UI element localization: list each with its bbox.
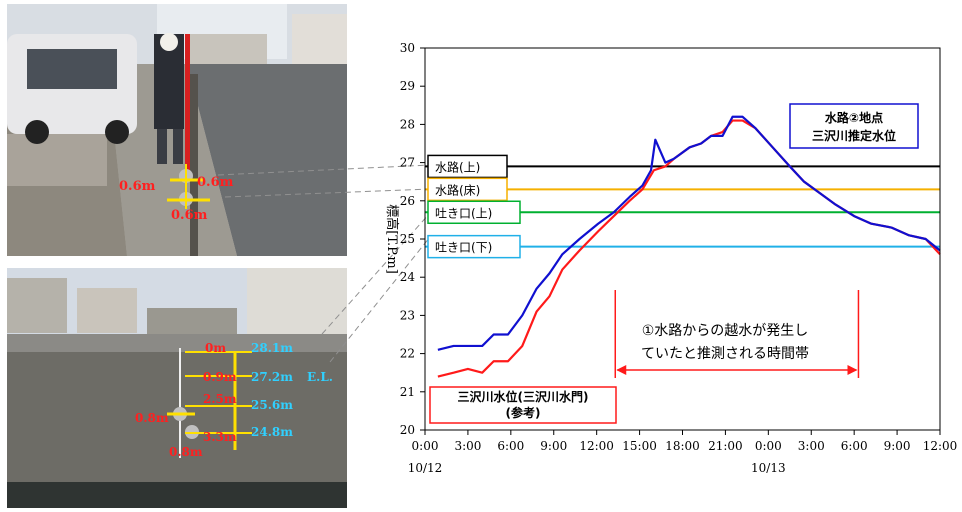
photo-bottom-label-0-9: 0.9m [203, 370, 237, 384]
y-tick-label: 28 [400, 117, 415, 131]
photo-bottom-label-25-6: 25.6m [251, 398, 293, 412]
reference-label-box [427, 154, 508, 179]
photo-waterway-drawing: 0.6m 0.6m 0.6m [7, 4, 347, 256]
y-tick-label: 24 [400, 270, 416, 284]
y-tick-label: 26 [400, 194, 415, 208]
reference-label: 水路(上) [435, 159, 480, 174]
x-tick-label: 3:00 [798, 439, 825, 453]
connector-line [321, 212, 431, 335]
photo-river-drawing: 0m 28.1m 0.9m 27.2m E.L. 2.5m 25.6m 0.8m… [7, 268, 347, 508]
x-tick-label: 18:00 [665, 439, 700, 453]
photo-river-wall: 0m 28.1m 0.9m 27.2m E.L. 2.5m 25.6m 0.8m… [7, 268, 347, 508]
y-tick-label: 30 [400, 41, 415, 55]
legend-blue-line2: 三沢川推定水位 [812, 128, 896, 143]
reference-label: 吐き口(上) [435, 206, 492, 220]
x-tick-label: 21:00 [708, 439, 743, 453]
photo-bottom-label-24-8: 24.8m [251, 425, 293, 439]
legend-red-line2: (参考) [506, 405, 541, 420]
y-tick-label: 29 [400, 79, 415, 93]
photo-bottom-label-2-5: 2.5m [203, 392, 237, 406]
reference-label-box [427, 177, 508, 202]
x-tick-label: 0:00 [412, 439, 439, 453]
series-line [437, 115, 941, 351]
date-label-1013: 10/13 [751, 461, 786, 475]
x-tick-label: 12:00 [923, 439, 958, 453]
reference-label: 吐き口(下) [435, 241, 492, 255]
photo-bottom-label-27-2: 27.2m [251, 370, 293, 384]
annotation-line1: ①水路からの越水が発生し [642, 323, 809, 339]
y-tick-label: 25 [400, 232, 415, 246]
connector-line [329, 236, 431, 363]
connector-line [217, 164, 431, 176]
photo-bottom-label-3-3: 3.3m [203, 430, 237, 444]
x-tick-label: 6:00 [497, 439, 524, 453]
x-tick-label: 6:00 [841, 439, 868, 453]
connector-line [224, 188, 431, 198]
reference-label-box [427, 234, 521, 259]
legend-red-box [429, 386, 617, 424]
photo-bottom-label-28-1: 28.1m [251, 341, 293, 355]
legend-red-line1: 三沢川水位(三沢川水門) [458, 389, 589, 404]
y-tick-label: 20 [400, 423, 415, 437]
y-axis-label: 標高[T.P.m] [384, 204, 400, 274]
photo-top-label-right: 0.6m [197, 175, 234, 190]
date-label-1012: 10/12 [408, 461, 443, 475]
y-tick-label: 22 [400, 347, 415, 361]
x-tick-label: 0:00 [755, 439, 782, 453]
annotation-line2: ていたと推測される時間帯 [641, 346, 809, 362]
reference-label-box [427, 200, 521, 225]
x-tick-label: 15:00 [622, 439, 657, 453]
legend-blue-line1: 水路②地点 [825, 110, 883, 125]
x-tick-label: 3:00 [454, 439, 481, 453]
photo-top-label-left: 0.6m [119, 179, 156, 194]
photo-bottom-label-0-8-bottom: 0.8m [169, 445, 203, 459]
y-tick-label: 23 [400, 308, 415, 322]
y-tick-label: 27 [400, 156, 415, 170]
x-tick-label: 12:00 [579, 439, 614, 453]
photo-bottom-label-0-8-left: 0.8m [135, 411, 169, 425]
photo-top-label-bottom: 0.6m [171, 208, 208, 223]
y-tick-label: 21 [400, 385, 415, 399]
photo-bottom-label-el: E.L. [307, 370, 333, 384]
x-tick-label: 9:00 [884, 439, 911, 453]
photo-waterway-point: 0.6m 0.6m 0.6m [7, 4, 347, 256]
reference-label: 水路(床) [435, 182, 480, 197]
legend-blue-box [789, 103, 919, 149]
photo-bottom-label-0m: 0m [205, 341, 226, 355]
x-tick-label: 9:00 [540, 439, 567, 453]
